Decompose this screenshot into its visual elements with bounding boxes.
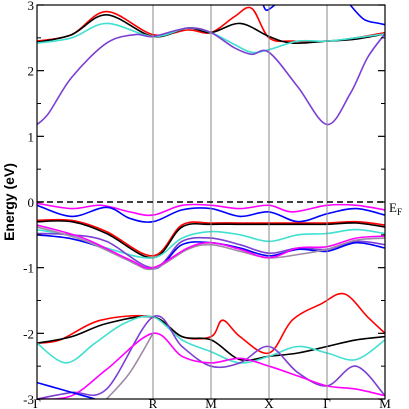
k-point-label: Γ — [323, 396, 331, 409]
band-line-black-9 — [37, 220, 385, 259]
y-tick-label: -3 — [23, 392, 34, 407]
band-line-red-8 — [37, 218, 385, 257]
band-line-magenta-14 — [37, 224, 385, 269]
fermi-label-subscript: F — [397, 207, 402, 217]
y-tick-label: 1 — [28, 129, 35, 144]
y-axis-ticks: 3 2 1 0 -1 -2 -3 — [23, 0, 385, 407]
y-tick-label: 2 — [28, 64, 35, 79]
fermi-level-label: EF — [389, 200, 402, 217]
k-point-label: M — [379, 396, 391, 409]
y-tick-label: 0 — [28, 195, 35, 210]
band-line-black-16 — [37, 315, 385, 362]
band-line-blue-4 — [262, 5, 276, 12]
y-tick-label: -2 — [23, 326, 34, 341]
band-line-blue-5 — [349, 5, 385, 26]
band-line-magenta-19 — [37, 332, 385, 399]
k-point-label: M — [205, 396, 217, 409]
band-line-gray-20 — [106, 332, 154, 399]
k-point-label: Γ — [33, 396, 41, 409]
k-point-label: X — [264, 396, 274, 409]
y-tick-label: 3 — [28, 0, 35, 13]
y-axis-label: Energy (eV) — [1, 163, 17, 241]
band-line-blue-21 — [37, 381, 96, 399]
band-line-red-15 — [37, 292, 385, 355]
band-line-violet-3 — [37, 27, 385, 126]
fermi-label-main: E — [389, 200, 397, 215]
k-point-label: R — [149, 396, 158, 409]
band-line-gray-13 — [37, 226, 385, 271]
y-tick-label: -1 — [23, 261, 34, 276]
